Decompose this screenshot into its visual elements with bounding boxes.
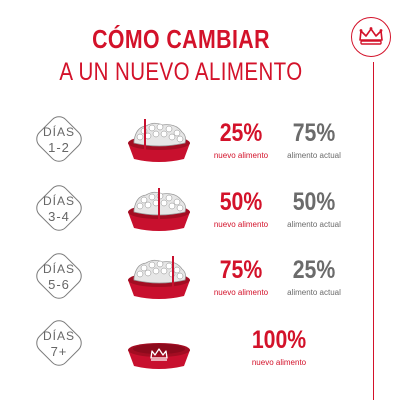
new-food-percent-4: 100% [251,326,307,354]
day-badge-frame [32,249,86,303]
new-food-percent-3: 75% [219,256,263,284]
new-food-caption-1: nuevo alimento [213,151,269,160]
current-food-caption-1: alimento actual [287,151,341,160]
title-line-2: A UN NUEVO ALIMENTO [59,58,303,86]
day-badge-3: DÍAS 5-6 [32,249,86,303]
current-food-percent-2: 50% [292,188,336,216]
current-food-caption-2: alimento actual [287,220,341,229]
current-food-caption-3: alimento actual [287,288,341,297]
royal-crown-icon [150,348,168,361]
day-range: 5-6 [48,277,70,292]
day-label: DÍAS [42,194,75,208]
current-food-percent-3: 25% [292,256,336,284]
day-range: 1-2 [48,140,70,155]
bowl-icon-2 [128,188,190,231]
new-food-percent-2: 50% [219,188,263,216]
day-label: DÍAS [42,329,75,343]
day-badge-frame [32,112,86,166]
day-range: 7+ [50,344,68,359]
day-label: DÍAS [42,262,75,276]
bowl-icon-3 [128,256,190,299]
title-line-1: CÓMO CAMBIAR [92,24,270,54]
day-badge-4: DÍAS 7+ [32,316,86,370]
new-food-caption-2: nuevo alimento [213,220,269,229]
day-badge-frame [32,316,86,370]
new-food-percent-1: 25% [219,119,263,147]
royal-crown-icon [359,27,383,45]
day-range: 3-4 [48,209,70,224]
day-label: DÍAS [42,125,75,139]
day-badge-frame [32,181,86,235]
brand-logo [351,17,391,57]
bowl-icon-1 [128,119,190,162]
day-badge-1: DÍAS 1-2 [32,112,86,166]
divider-line [373,62,374,400]
bowl-icon-4 [128,343,190,369]
current-food-percent-1: 75% [292,119,336,147]
new-food-caption-3: nuevo alimento [213,288,269,297]
new-food-caption-4: nuevo alimento [251,358,307,367]
day-badge-2: DÍAS 3-4 [32,181,86,235]
